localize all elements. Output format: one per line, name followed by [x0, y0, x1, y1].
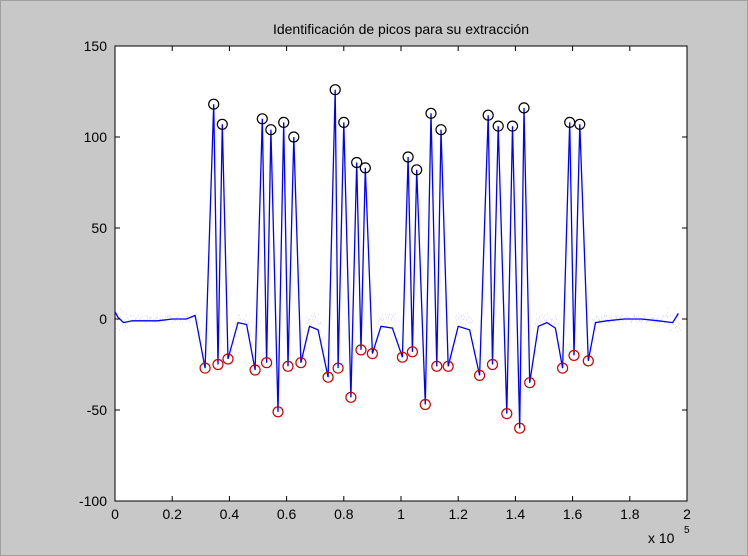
x-tick-label: 0.2: [162, 506, 182, 522]
peak-marker: [482, 109, 494, 121]
trough-marker: [295, 357, 307, 369]
trough-marker: [486, 358, 499, 371]
trough-marker: [249, 364, 261, 376]
chart-title: Identificación de picos para su extracci…: [273, 21, 529, 37]
trough-marker: [442, 360, 454, 372]
peak-marker: [288, 131, 300, 143]
trough-marker: [261, 357, 273, 369]
x-tick-label: 0.6: [277, 506, 297, 522]
peak-marker: [265, 124, 277, 136]
trough-marker: [322, 371, 334, 383]
peak-marker: [278, 116, 290, 129]
trough-marker: [282, 360, 294, 372]
x-axis-multiplier-exponent: 5: [684, 525, 690, 536]
x-tick-label: 1.6: [563, 506, 583, 522]
trough-marker: [396, 351, 408, 363]
peak-marker: [425, 107, 437, 119]
trough-markers: [199, 344, 594, 434]
x-tick-label: 1.4: [506, 506, 526, 522]
peak-marker: [574, 118, 586, 130]
x-tick-label: 0: [111, 506, 119, 522]
y-tick-label: 50: [91, 220, 107, 236]
trough-marker: [345, 391, 357, 403]
peak-marker: [208, 98, 220, 110]
y-tick-label: -50: [87, 402, 107, 418]
x-tick-label: 1.8: [620, 506, 640, 522]
trough-marker: [431, 360, 443, 372]
trough-marker: [474, 369, 486, 381]
trough-marker: [501, 408, 513, 420]
y-tick-label: 150: [84, 38, 108, 54]
trough-marker: [419, 398, 431, 411]
trough-marker: [406, 346, 418, 358]
plot-area: [114, 45, 688, 502]
peak-markers: [208, 84, 586, 176]
trough-marker: [556, 362, 569, 374]
peak-marker: [216, 118, 228, 130]
trough-marker: [524, 377, 536, 389]
peak-marker: [435, 124, 447, 136]
trough-marker: [212, 358, 224, 371]
peak-marker: [338, 116, 350, 129]
trough-marker: [199, 362, 211, 374]
trough-marker: [514, 422, 526, 434]
trough-marker: [582, 355, 594, 367]
peak-marker: [518, 102, 530, 114]
x-tick-label: 0.8: [334, 506, 354, 522]
y-axis-ticks: -100 -50 0 50 100 150: [79, 38, 687, 509]
trough-marker: [272, 406, 284, 418]
trough-marker: [366, 348, 378, 360]
peak-marker: [351, 156, 363, 169]
trough-marker: [568, 349, 580, 361]
peak-marker: [506, 120, 519, 132]
peak-marker: [411, 164, 423, 176]
y-tick-label: 100: [84, 129, 108, 145]
x-axis-multiplier: x 10: [648, 530, 675, 546]
peak-marker: [329, 84, 341, 96]
y-tick-label: -100: [79, 493, 107, 509]
peak-marker: [492, 120, 504, 132]
signal-series-line: [114, 89, 679, 429]
x-tick-label: 0.4: [220, 506, 240, 522]
x-axis-ticks: 0 0.2 0.4 0.6 0.8 1 1.2 1.4 1.6 1.8 2: [111, 46, 691, 522]
x-tick-label: 1: [397, 506, 405, 522]
peak-marker: [256, 113, 268, 125]
trough-marker: [355, 344, 367, 356]
trough-marker: [332, 362, 344, 374]
trough-marker: [222, 353, 234, 365]
y-tick-label: 0: [99, 311, 107, 327]
x-tick-label: 1.2: [448, 506, 468, 522]
x-tick-label: 2: [683, 506, 691, 522]
peak-marker: [359, 162, 371, 174]
peak-marker: [402, 151, 414, 163]
